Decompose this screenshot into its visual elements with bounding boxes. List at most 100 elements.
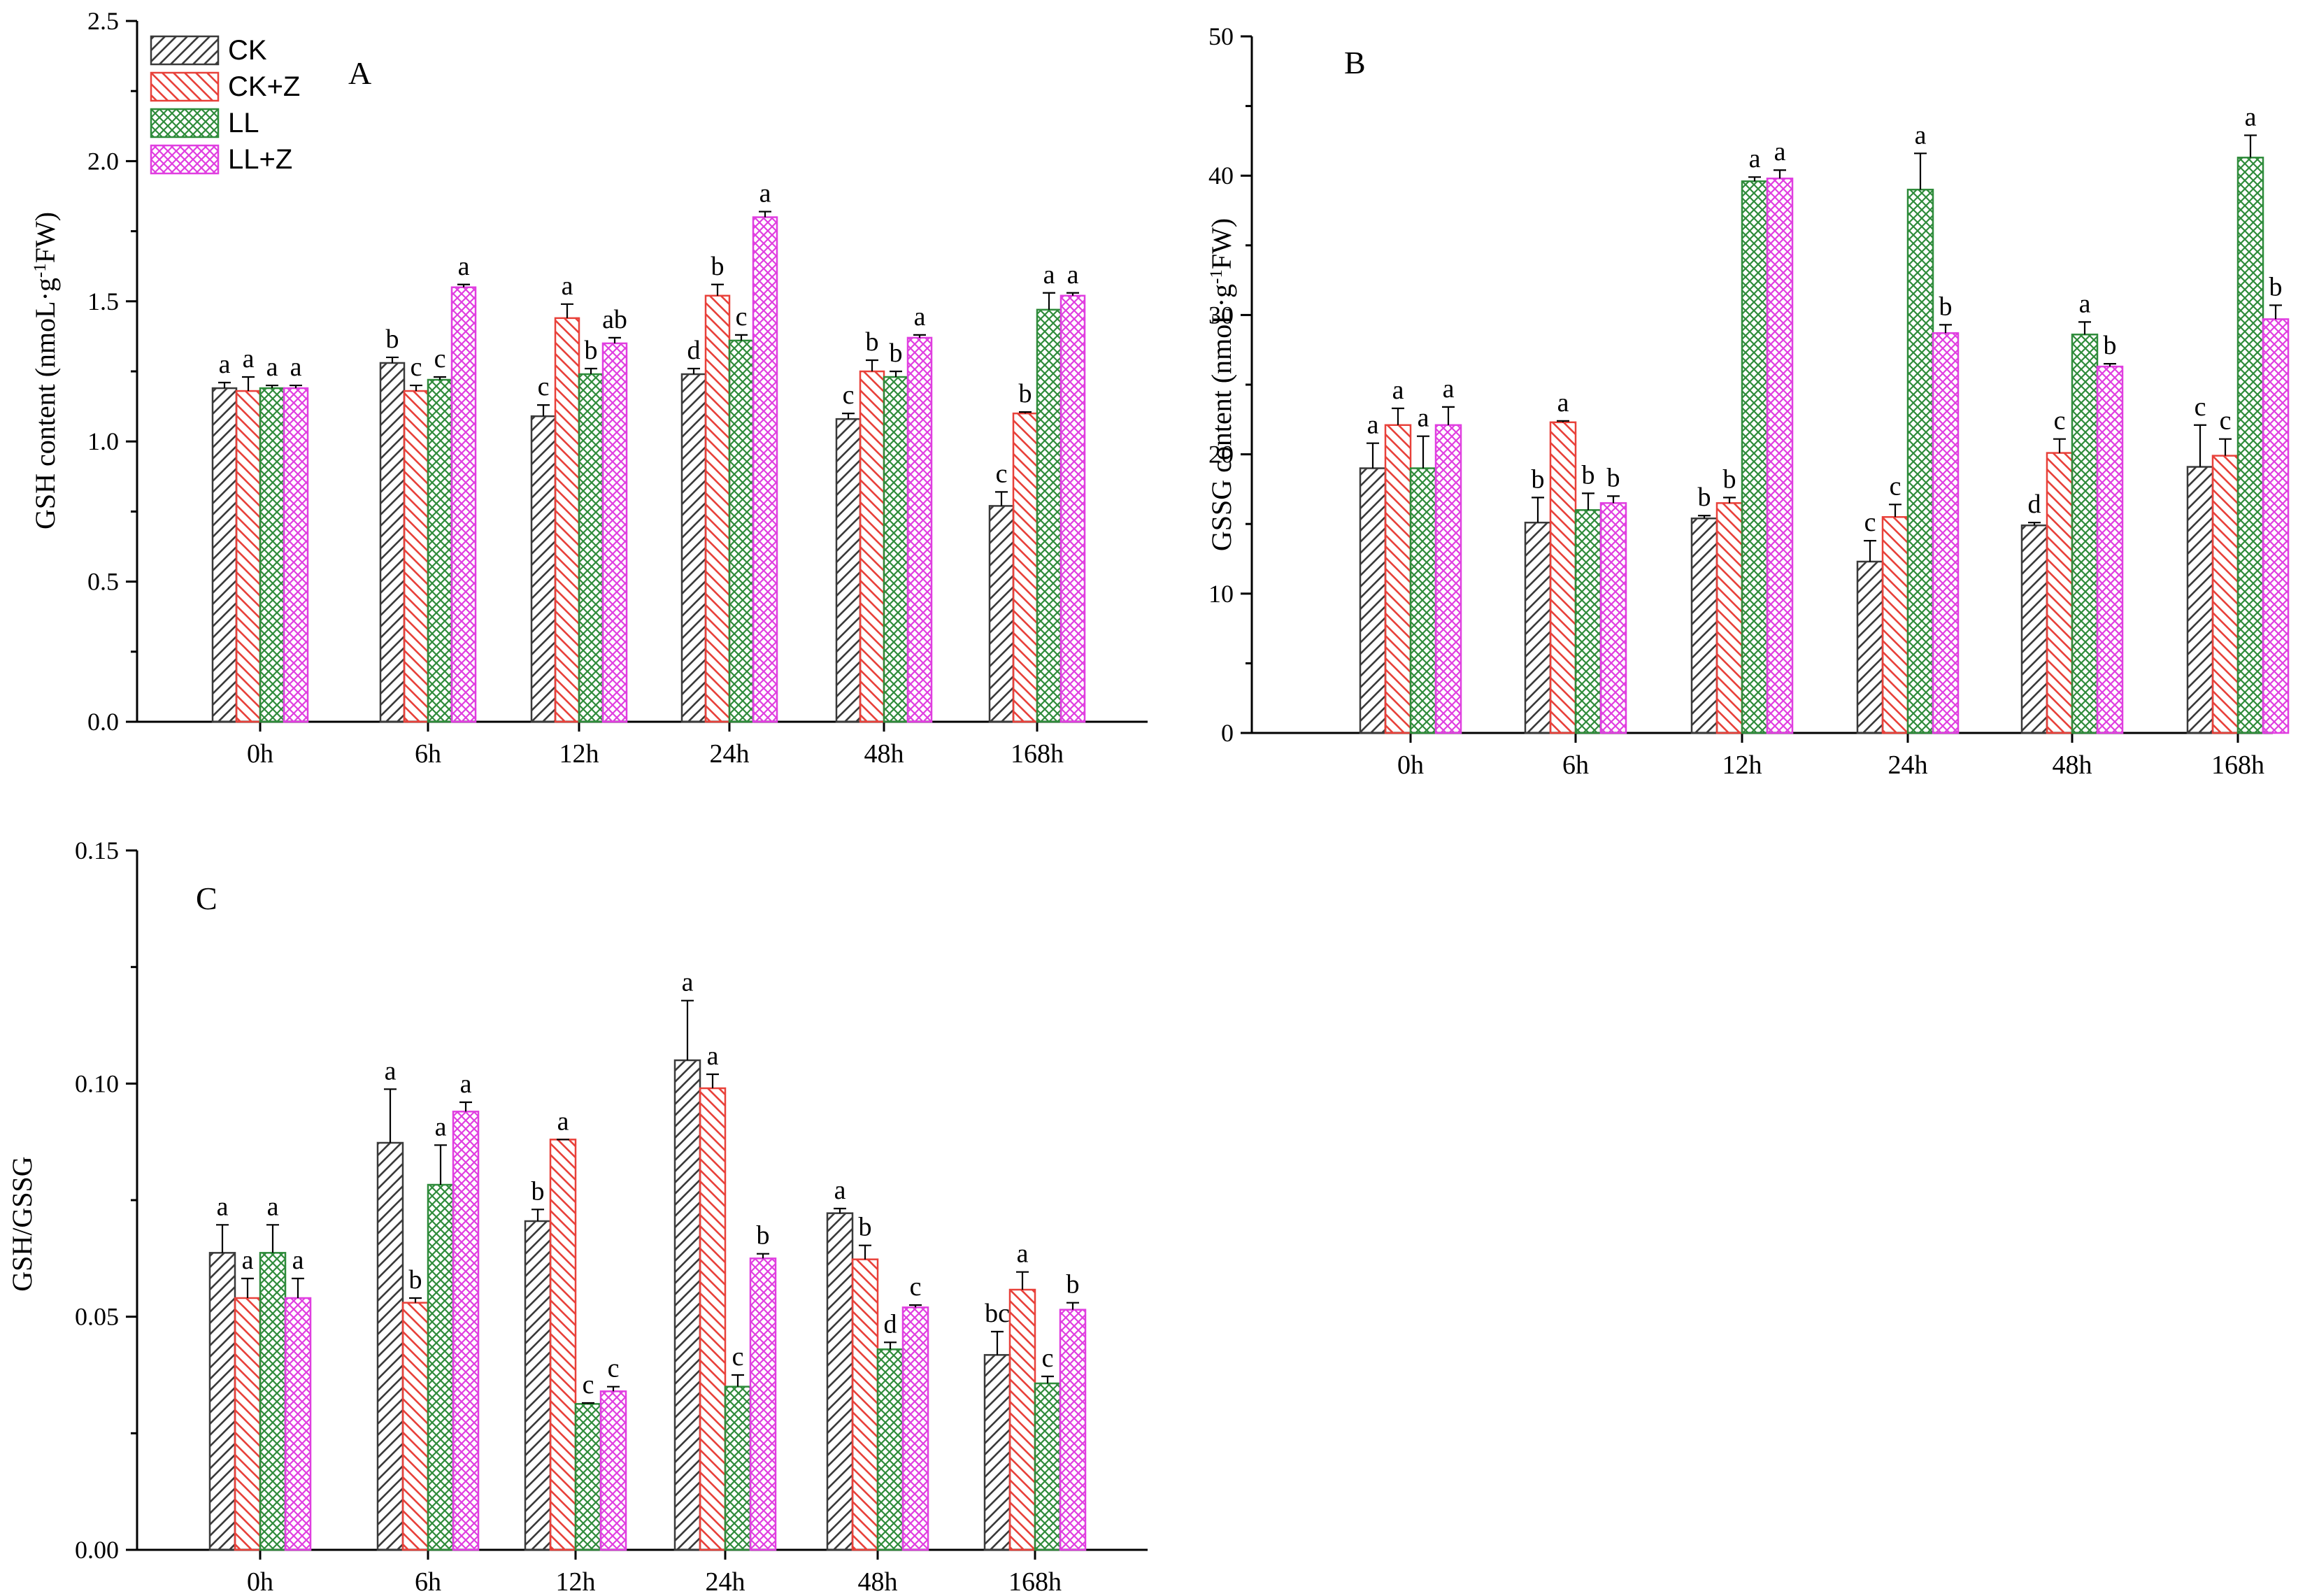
bar-ll <box>259 1252 287 1551</box>
bar-llz <box>1059 294 1086 723</box>
significance-letter: b <box>1939 292 1953 321</box>
bar-llz <box>906 336 933 723</box>
significance-letter: a <box>557 1106 569 1136</box>
bar-ll <box>1574 509 1602 734</box>
bar-ck <box>2186 466 2214 734</box>
x-tick-label: 168h <box>1011 739 1064 769</box>
bar-ckz <box>699 1087 727 1551</box>
bar-ckz <box>1008 1288 1036 1551</box>
significance-letter: c <box>411 352 422 382</box>
bar-llz <box>2262 318 2290 734</box>
bar-ckz <box>549 1139 577 1551</box>
x-tick-label: 24h <box>706 1567 745 1596</box>
bar-ck <box>211 387 238 723</box>
bar-llz <box>283 387 309 723</box>
bar-ck <box>530 415 557 723</box>
significance-letter: a <box>217 1192 229 1221</box>
y-tick-label: 0.10 <box>75 1069 119 1097</box>
bar-ll <box>2236 157 2264 734</box>
bar-llz <box>599 1390 627 1551</box>
significance-letter: b <box>1582 460 1595 490</box>
significance-letter: a <box>1043 260 1055 290</box>
significance-letter: a <box>914 302 926 332</box>
x-tick-label: 12h <box>1722 750 1762 780</box>
significance-letter: b <box>409 1265 422 1295</box>
significance-letter: a <box>242 1246 254 1275</box>
bar-ll <box>427 1183 455 1551</box>
significance-letter: a <box>1392 376 1404 405</box>
significance-letter: c <box>2220 406 2232 436</box>
significance-letter: a <box>2079 289 2091 318</box>
bar-ckz <box>1384 424 1412 734</box>
y-tick-label: 40 <box>1208 162 1234 190</box>
bar-ck <box>988 505 1015 723</box>
bar-ckz <box>851 1258 879 1551</box>
panel-label: B <box>1344 45 1366 80</box>
significance-letter: a <box>267 1192 279 1221</box>
significance-letter: a <box>759 179 771 208</box>
significance-letter: c <box>996 459 1008 488</box>
y-tick-label: 0.05 <box>75 1303 119 1331</box>
y-axis-label: GSSG content (nmoL·g-1FW) <box>1206 218 1237 551</box>
bar-ck <box>983 1354 1011 1551</box>
x-tick-label: 24h <box>710 739 750 769</box>
panel-a-chart: CK CK+Z LL LL+Z 0.0 0.5 1.0 1.5 2.0 2.5 GSH conte… <box>29 7 1148 769</box>
bar-ckz <box>1881 515 1909 734</box>
significance-letter: a <box>435 1112 447 1141</box>
significance-letter: a <box>1017 1239 1029 1269</box>
panel-label: C <box>196 881 217 916</box>
bar-ck <box>208 1252 236 1551</box>
significance-letter: b <box>531 1176 545 1206</box>
bar-llz <box>1059 1309 1087 1551</box>
significance-letter: b <box>1607 463 1620 492</box>
bar-ckz <box>2046 452 2074 734</box>
legend: CK CK+Z LL LL+Z <box>150 35 300 175</box>
significance-letter: a <box>562 271 573 301</box>
y-tick-label: 0 <box>1221 719 1234 747</box>
significance-letter: b <box>1532 464 1545 494</box>
bar-ckz <box>704 294 731 723</box>
significance-letter: b <box>1698 483 1711 512</box>
bar-ll <box>876 1348 904 1551</box>
legend-label: LL+Z <box>228 144 292 175</box>
bar-llz <box>901 1306 929 1551</box>
significance-letter: b <box>757 1221 770 1251</box>
significance-letter: a <box>458 252 470 281</box>
significance-letter: a <box>1774 137 1786 166</box>
bar-ckz <box>1715 502 1743 734</box>
significance-letter: a <box>460 1069 472 1099</box>
significance-letter: a <box>292 1246 304 1275</box>
x-tick-label: 6h <box>415 1567 441 1596</box>
bar-ll <box>883 376 909 723</box>
bar-ll <box>1036 308 1062 723</box>
bar-ckz <box>1012 412 1039 723</box>
bar-ckz <box>235 390 262 723</box>
x-tick-label: 48h <box>858 1567 898 1596</box>
bar-ll <box>1741 180 1769 734</box>
bar-ck <box>835 418 862 723</box>
significance-letter: a <box>2245 102 2257 131</box>
panel-c-chart: 0.00 0.05 0.10 0.15 GSH/GSSG C 0h 6h 12h 24h 48h 16… <box>6 836 1148 1596</box>
bar-ck <box>1856 560 1884 734</box>
bar-ck <box>826 1212 854 1551</box>
significance-letter: c <box>608 1354 620 1383</box>
significance-letter: c <box>1890 471 1901 501</box>
x-tick-label: 0h <box>247 1567 273 1596</box>
significance-letter: a <box>1557 388 1569 418</box>
significance-letter: b <box>585 336 598 365</box>
significance-letter: c <box>2054 406 2066 436</box>
legend-swatch-llz <box>150 144 220 175</box>
y-tick-label: 10 <box>1208 580 1234 608</box>
significance-letter: a <box>1749 144 1761 173</box>
x-tick-label: 0h <box>1397 750 1424 780</box>
y-tick-label: 0.00 <box>75 1536 119 1564</box>
y-tick-label: 1.0 <box>87 427 119 455</box>
significance-letter: a <box>219 350 231 379</box>
significance-letter: d <box>884 1309 897 1339</box>
significance-letter: b <box>1066 1270 1080 1299</box>
x-tick-label: 48h <box>864 739 904 769</box>
x-tick-label: 48h <box>2053 750 2092 780</box>
bar-ck <box>1524 521 1552 734</box>
significance-letter: b <box>1019 379 1032 408</box>
